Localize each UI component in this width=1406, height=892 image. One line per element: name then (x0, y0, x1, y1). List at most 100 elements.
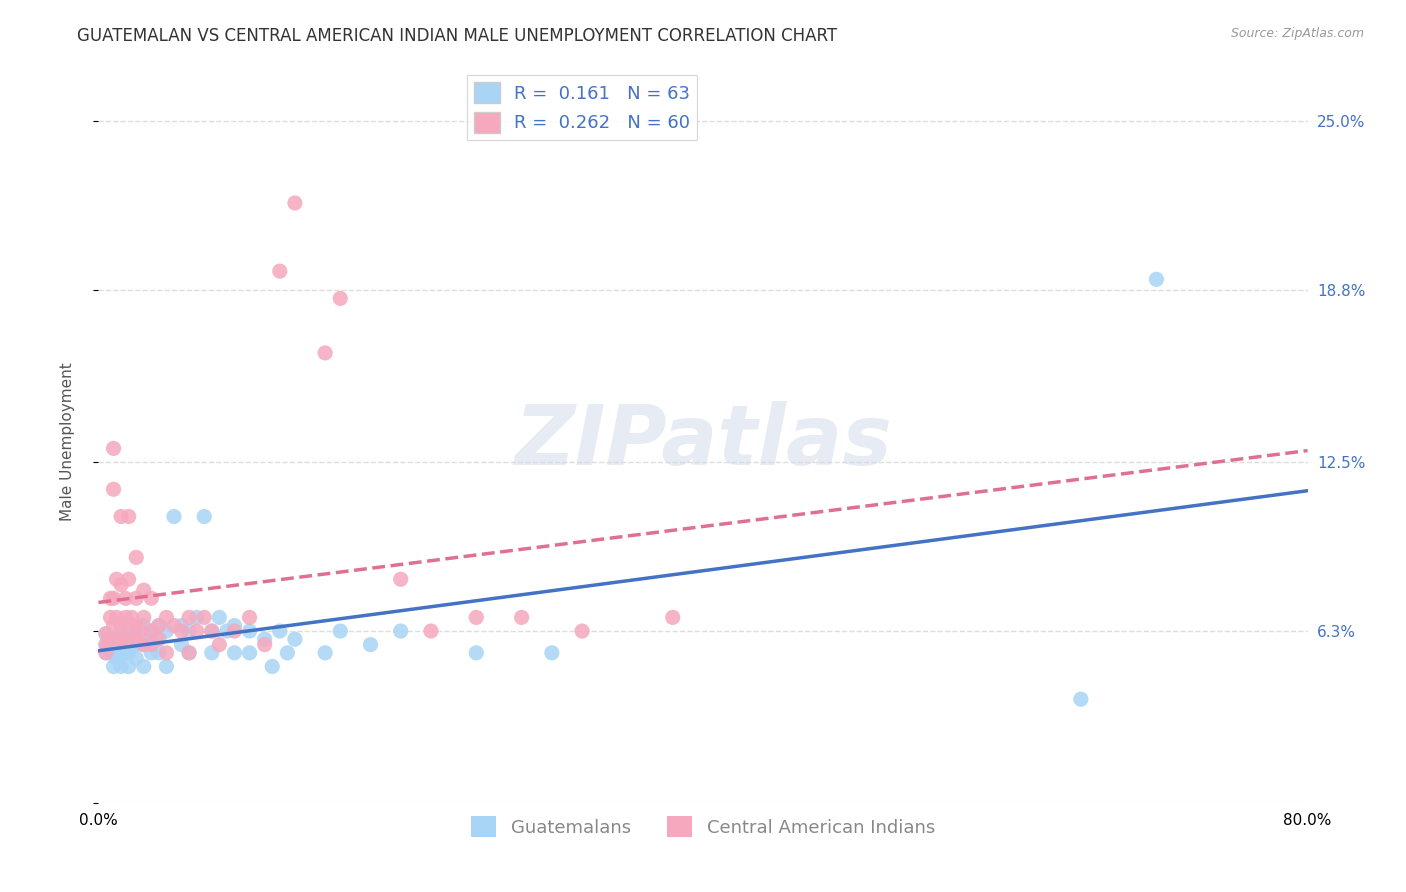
Point (94, 626, 117, 640)
Point (100, 610, 122, 624)
Point (107, 632, 129, 647)
Point (179, 646, 201, 660)
Point (114, 646, 136, 660)
Point (208, 610, 231, 624)
Point (540, 646, 562, 660)
Point (110, 659, 132, 673)
Point (94, 646, 117, 660)
Y-axis label: Male Unemployment: Male Unemployment (60, 362, 75, 521)
Point (118, 618, 141, 632)
Point (193, 610, 215, 624)
Point (1070, 692, 1092, 706)
Point (105, 610, 128, 624)
Point (215, 624, 238, 638)
Point (98, 632, 121, 647)
Point (103, 659, 125, 673)
Point (129, 624, 152, 638)
Point (276, 646, 298, 660)
Point (125, 632, 148, 647)
Point (201, 646, 224, 660)
Point (170, 638, 193, 652)
Point (571, 624, 593, 638)
Point (103, 632, 125, 647)
Point (360, 638, 382, 652)
Point (145, 632, 167, 647)
Point (103, 482, 125, 496)
Point (105, 572, 128, 586)
Point (105, 651, 128, 665)
Point (155, 624, 177, 638)
Point (141, 591, 163, 606)
Point (284, 632, 307, 647)
Point (661, 610, 683, 624)
Point (94, 646, 117, 660)
Point (314, 346, 336, 360)
Point (170, 618, 193, 632)
Point (121, 610, 143, 624)
Point (193, 509, 215, 524)
Point (224, 618, 246, 632)
Point (100, 591, 122, 606)
Point (510, 610, 533, 624)
Point (148, 646, 170, 660)
Point (114, 610, 136, 624)
Point (163, 509, 186, 524)
Point (269, 264, 291, 278)
Point (329, 624, 352, 638)
Point (132, 638, 155, 652)
Point (110, 626, 132, 640)
Point (329, 292, 352, 306)
Point (110, 632, 132, 647)
Point (420, 624, 443, 638)
Point (110, 646, 132, 660)
Point (224, 646, 246, 660)
Point (121, 638, 143, 652)
Point (107, 632, 129, 647)
Point (465, 646, 488, 660)
Point (186, 610, 208, 624)
Point (170, 624, 193, 638)
Point (148, 618, 170, 632)
Point (103, 618, 125, 632)
Point (1144, 272, 1167, 286)
Point (239, 646, 262, 660)
Point (389, 572, 412, 586)
Point (103, 646, 125, 660)
Point (148, 618, 170, 632)
Point (208, 638, 231, 652)
Point (132, 659, 155, 673)
Point (110, 618, 132, 632)
Point (262, 659, 284, 673)
Point (110, 577, 132, 591)
Point (132, 610, 155, 624)
Point (129, 632, 152, 647)
Point (141, 624, 163, 638)
Point (94, 626, 117, 640)
Point (141, 646, 163, 660)
Point (132, 638, 155, 652)
Point (269, 624, 291, 638)
Point (100, 646, 122, 660)
Text: ZIPatlas: ZIPatlas (515, 401, 891, 482)
Point (465, 610, 488, 624)
Point (110, 509, 132, 524)
Point (155, 646, 177, 660)
Point (155, 659, 177, 673)
Point (103, 591, 125, 606)
Point (141, 624, 163, 638)
Point (179, 624, 201, 638)
Point (118, 572, 141, 586)
Point (114, 632, 136, 647)
Point (201, 624, 224, 638)
Point (314, 646, 336, 660)
Point (132, 583, 155, 598)
Point (105, 638, 128, 652)
Point (118, 509, 141, 524)
Point (103, 442, 125, 456)
Legend: Guatemalans, Central American Indians: Guatemalans, Central American Indians (464, 809, 942, 845)
Point (118, 659, 141, 673)
Point (141, 638, 163, 652)
Point (224, 624, 246, 638)
Point (125, 638, 148, 652)
Point (239, 610, 262, 624)
